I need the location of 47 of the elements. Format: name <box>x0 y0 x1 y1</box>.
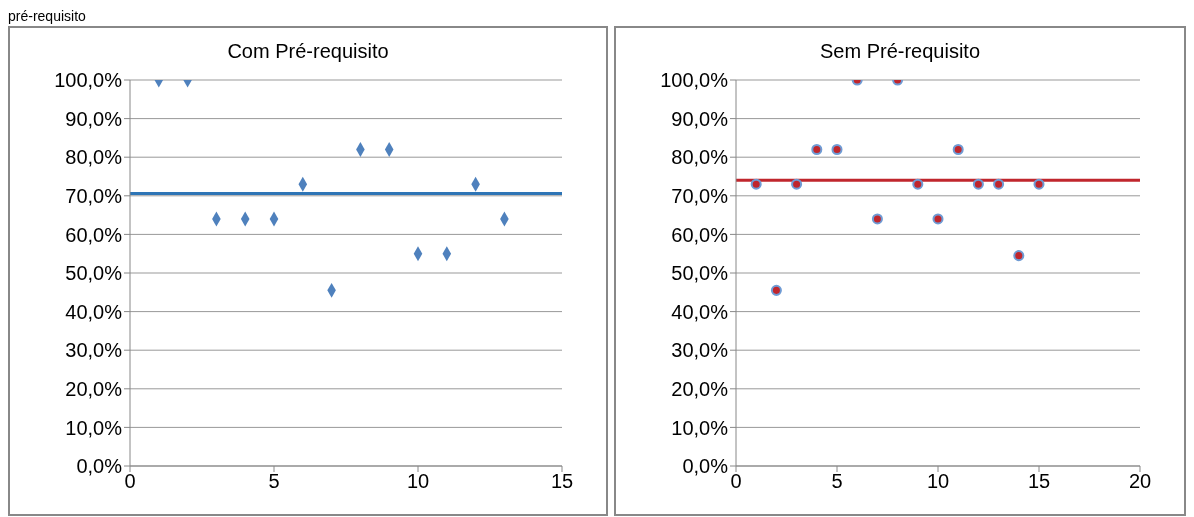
x-tick-label: 5 <box>268 470 280 493</box>
y-tick-label: 100,0% <box>54 69 123 92</box>
chart-title: Com Pré-requisito <box>226 40 390 64</box>
x-tick-label: 5 <box>831 470 843 493</box>
y-tick-label: 10,0% <box>671 416 729 439</box>
point <box>1033 178 1045 190</box>
y-tick-label: 40,0% <box>671 300 729 323</box>
x-tick-label: 15 <box>1027 470 1051 493</box>
point <box>791 178 803 190</box>
y-tick-label: 90,0% <box>65 107 123 130</box>
y-tick-label: 30,0% <box>65 339 123 362</box>
y-tick-label: 60,0% <box>65 223 123 246</box>
y-tick-label: 70,0% <box>65 184 123 207</box>
y-tick-label: 100,0% <box>660 69 729 92</box>
y-tick-label: 20,0% <box>671 377 729 400</box>
y-tick-label: 0,0% <box>682 455 729 478</box>
x-tick-label: 20 <box>1128 470 1152 493</box>
y-tick-label: 40,0% <box>65 300 123 323</box>
point <box>811 143 823 155</box>
y-tick-label: 30,0% <box>671 339 729 362</box>
point <box>952 143 964 155</box>
x-tick-label: 15 <box>550 470 574 493</box>
point <box>932 213 944 225</box>
x-tick-label: 0 <box>730 470 742 493</box>
y-tick-label: 80,0% <box>671 146 729 169</box>
point <box>750 178 762 190</box>
y-tick-label: 60,0% <box>671 223 729 246</box>
y-tick-label: 90,0% <box>671 107 729 130</box>
point <box>912 178 924 190</box>
y-tick-label: 20,0% <box>65 377 123 400</box>
x-tick-label: 10 <box>926 470 950 493</box>
y-tick-label: 10,0% <box>65 416 123 439</box>
y-tick-label: 0,0% <box>76 455 123 478</box>
x-tick-label: 10 <box>406 470 430 493</box>
chart-title: Sem Pré-requisito <box>818 40 982 64</box>
point <box>871 213 883 225</box>
x-tick-label: 0 <box>124 470 136 493</box>
y-tick-label: 80,0% <box>65 146 123 169</box>
point <box>1013 250 1025 262</box>
text: pré-requisito <box>8 8 87 26</box>
point <box>831 143 843 155</box>
point <box>972 178 984 190</box>
y-tick-label: 50,0% <box>65 262 123 285</box>
point <box>770 284 782 296</box>
y-tick-label: 50,0% <box>671 262 729 285</box>
point <box>993 178 1005 190</box>
y-tick-label: 70,0% <box>671 184 729 207</box>
